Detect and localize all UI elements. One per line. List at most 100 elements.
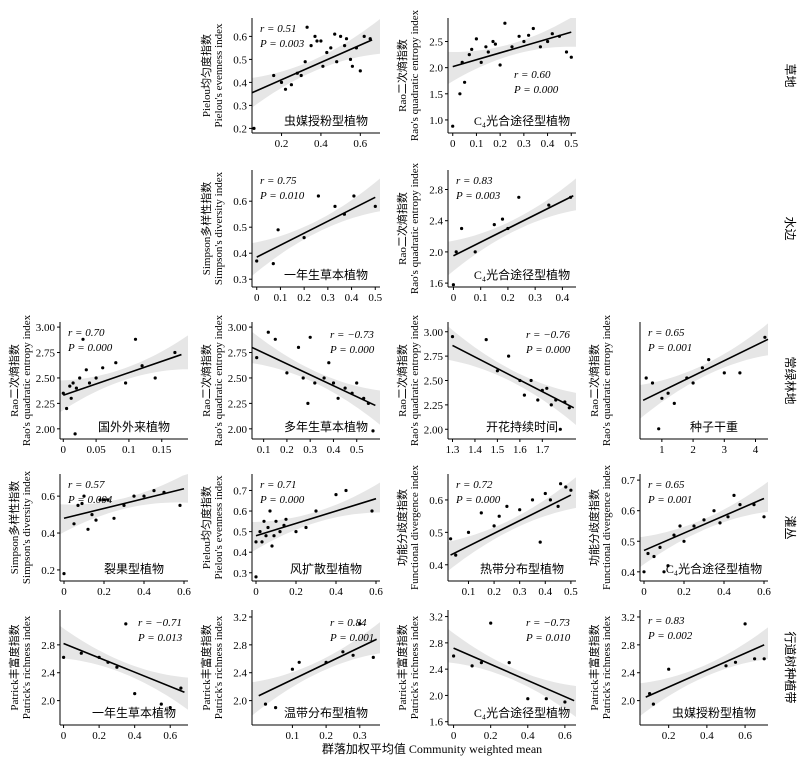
data-point	[279, 80, 284, 84]
data-point	[297, 660, 301, 664]
x-tick-label: 0.5	[564, 138, 578, 150]
data-point	[489, 621, 493, 625]
data-point	[678, 524, 682, 528]
x-tick-label: 0.5	[350, 444, 364, 456]
y-tick-label: 2.25	[228, 398, 248, 410]
data-point	[732, 493, 736, 497]
scatter-panel: 0.2 0.4 0.6 0.2 0.3 0.4 0.5 0.6 r = 0.51 P = 0.00…	[199, 18, 380, 150]
y-tick-label: 2.50	[228, 373, 248, 385]
x-tick-label: 0.6	[369, 586, 383, 598]
x-tick-label: 0.4	[314, 138, 328, 150]
data-point	[460, 226, 464, 231]
x-tick-label: 2	[690, 444, 696, 456]
data-point	[112, 516, 116, 520]
x-tick-label: 4	[753, 444, 759, 456]
data-point	[538, 540, 542, 544]
y-axis-label-en: Patrick's richness index	[213, 615, 225, 719]
data-point	[333, 32, 337, 36]
y-tick-label: 3.00	[228, 322, 248, 334]
p-value-label: P = 0.010	[525, 632, 571, 644]
x-tick-label: 0.6	[177, 586, 191, 598]
y-tick-label: 3.2	[429, 612, 443, 624]
y-tick-label: 2.75	[36, 348, 56, 360]
x-tick-label: 0.4	[538, 586, 552, 598]
y-tick-label: 2.4	[429, 664, 443, 676]
x-tick-label: 0.3	[321, 292, 335, 304]
x-tick-label: 0.3	[528, 292, 542, 304]
data-point	[522, 393, 527, 397]
y-tick-label: 0.6	[41, 491, 55, 503]
data-point	[106, 660, 110, 664]
y-tick-label: 3.00	[36, 322, 56, 334]
p-value-label: P = 0.001	[329, 632, 374, 644]
data-point	[350, 64, 354, 68]
data-point	[470, 664, 474, 668]
data-point	[543, 491, 547, 496]
data-point	[540, 388, 544, 392]
data-point	[302, 236, 306, 240]
data-point	[254, 540, 258, 544]
panel-title: C₄光合途径型植物	[474, 267, 570, 282]
data-point	[316, 194, 320, 198]
data-point	[327, 361, 331, 365]
data-point	[567, 406, 571, 410]
data-point	[271, 262, 275, 266]
y-tick-label: 1.5	[429, 89, 443, 101]
y-tick-label: 2.25	[424, 400, 444, 412]
y-tick-label: 2.0	[41, 696, 55, 708]
r-value-label: r = 0.70	[68, 327, 105, 339]
x-tick-label: 0.4	[717, 586, 731, 598]
data-point	[282, 523, 286, 528]
r-value-label: r = 0.83	[456, 175, 493, 187]
data-point	[355, 381, 359, 385]
row-label: 行道树种植带	[783, 631, 798, 703]
x-tick-label: 0.05	[86, 444, 106, 456]
panel-title: 种子干重	[690, 420, 738, 434]
row-label: 水边	[783, 216, 797, 240]
data-point	[451, 124, 455, 128]
y-tick-label: 2.0	[621, 696, 635, 708]
data-point	[644, 376, 648, 380]
data-point	[65, 406, 69, 411]
data-point	[335, 60, 339, 64]
data-point	[358, 622, 362, 626]
p-value-label: P = 0.000	[525, 344, 571, 356]
x-tick-label: 3	[722, 444, 728, 456]
data-point	[299, 73, 303, 78]
x-tick-label: 1.5	[491, 444, 505, 456]
data-point	[124, 622, 128, 626]
data-point	[276, 228, 280, 232]
data-point	[94, 376, 98, 380]
data-point	[660, 396, 664, 400]
data-point	[510, 45, 514, 49]
data-point	[334, 493, 338, 497]
confidence-band	[448, 18, 576, 85]
data-point	[682, 539, 686, 543]
data-point	[324, 660, 328, 664]
data-point	[498, 63, 502, 67]
data-point	[260, 540, 264, 544]
data-point	[321, 64, 325, 68]
data-point	[274, 519, 278, 523]
data-point	[564, 485, 568, 489]
data-point	[79, 651, 83, 655]
x-tick-label: 0.4	[541, 138, 555, 150]
p-value-label: P = 0.001	[647, 342, 692, 354]
y-tick-label: 2.75	[424, 351, 444, 363]
x-tick-label: 0.15	[152, 444, 172, 456]
data-point	[102, 498, 106, 502]
data-point	[507, 661, 511, 665]
y-tick-label: 3.00	[424, 327, 444, 339]
data-point	[305, 25, 309, 29]
x-tick-label: 0.2	[662, 730, 676, 742]
data-point	[114, 361, 118, 365]
r-value-label: r = 0.71	[260, 479, 296, 491]
fit-line	[450, 494, 572, 556]
p-value-label: P = 0.000	[513, 84, 559, 96]
y-tick-label: 0.4	[233, 248, 247, 260]
data-point	[479, 661, 483, 665]
data-point	[458, 92, 462, 96]
data-point	[74, 386, 78, 390]
y-tick-label: 0.6	[429, 495, 443, 507]
data-point	[352, 194, 356, 198]
